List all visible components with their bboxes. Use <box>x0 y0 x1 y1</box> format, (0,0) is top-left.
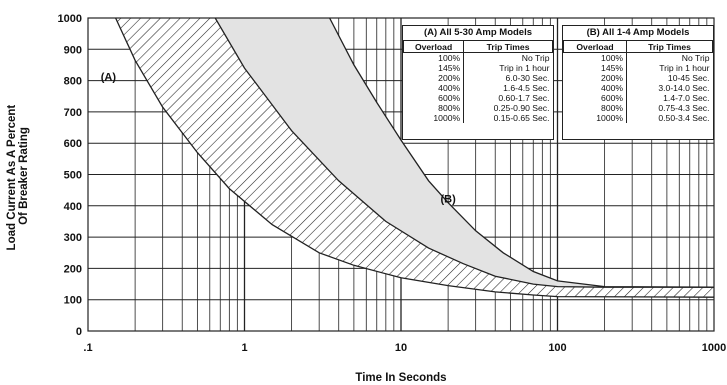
y-tick-label: 300 <box>64 232 82 244</box>
overload-cell: 1000% <box>403 113 465 123</box>
table-row: 600% 1.4-7.0 Sec. <box>563 93 713 103</box>
curve-labels: (A) (B) <box>101 71 456 205</box>
trip-table-b-grid: Overload Trip Times 100% No Trip 145% Trip … <box>562 40 713 123</box>
trip-time-cell: No Trip <box>681 53 710 63</box>
curve-label-b: (B) <box>440 193 456 205</box>
trip-table-b-title: (B) All 1-4 Amp Models <box>586 27 690 38</box>
column-header-trip-times: Trip Times <box>463 40 553 53</box>
overload-cell: 100% <box>563 52 628 63</box>
trip-curves <box>115 18 714 298</box>
trip-time-cell: 1.4-7.0 Sec. <box>663 93 710 103</box>
x-tick-label: 100 <box>548 342 566 354</box>
table-row: 145% Trip in 1 hour <box>403 63 553 73</box>
table-row: 400% 1.6-4.5 Sec. <box>403 83 553 93</box>
trip-time-cell: 1.6-4.5 Sec. <box>503 83 550 93</box>
table-row: 200% 6.0-30 Sec. <box>403 73 553 83</box>
x-tick-label: 10 <box>395 342 407 354</box>
band-a-fast-curve <box>115 18 714 298</box>
y-tick-label: 800 <box>64 76 82 88</box>
y-tick-label: 700 <box>64 107 82 119</box>
trip-table-a: (A) All 5-30 Amp Models Overload Trip Ti… <box>402 25 554 140</box>
table-row: 800% 0.25-0.90 Sec. <box>403 103 553 113</box>
band-a-slow-curve <box>214 18 714 288</box>
y-tick-label: 500 <box>64 170 82 182</box>
band-b-slow-curve <box>329 18 714 288</box>
y-tick-label: 1000 <box>58 13 82 25</box>
y-tick-label: 100 <box>64 295 82 307</box>
column-header-overload: Overload <box>562 40 628 53</box>
overload-cell: 600% <box>403 93 465 103</box>
plot-frame <box>87 17 715 332</box>
table-row: 400% 3.0-14.0 Sec. <box>563 83 713 93</box>
trip-table-b: (B) All 1-4 Amp Models Overload Trip Tim… <box>562 25 714 140</box>
table-row: 100% No Trip <box>563 52 713 63</box>
band-a <box>115 18 714 298</box>
overload-cell: 800% <box>563 103 628 113</box>
overload-cell: 200% <box>563 73 628 83</box>
overload-cell: 145% <box>403 63 465 73</box>
y-tick-label: 900 <box>64 44 82 56</box>
overload-cell: 600% <box>563 93 628 103</box>
y-tick-label: 0 <box>76 326 82 338</box>
band-b <box>215 18 714 288</box>
table-row: 600% 0.60-1.7 Sec. <box>403 93 553 103</box>
table-row: 200% 10-45 Sec. <box>563 73 713 83</box>
y-tick-label: 400 <box>64 201 82 213</box>
trip-table-b-body: 100% No Trip 145% Trip in 1 hour 200% 10-45 S… <box>563 52 713 123</box>
overload-cell: 200% <box>403 73 465 83</box>
y-axis-title-line-2: Of Breaker Rating <box>18 127 30 225</box>
table-row: 145% Trip in 1 hour <box>563 63 713 73</box>
trip-time-cell: No Trip <box>521 53 550 63</box>
trip-time-cell: 10-45 Sec. <box>667 73 710 83</box>
x-tick-label: .1 <box>83 342 92 354</box>
overload-cell: 100% <box>403 52 465 63</box>
trip-bands <box>115 18 714 298</box>
trip-time-cell: 0.60-1.7 Sec. <box>498 93 550 103</box>
x-axis-title: Time In Seconds <box>355 372 446 384</box>
y-axis-title-line-1: Load Current As A Percent <box>6 105 18 251</box>
table-row: 100% No Trip <box>403 52 553 63</box>
overload-cell: 400% <box>403 83 465 93</box>
trip-time-cell: 0.75-4.3 Sec. <box>658 103 710 113</box>
y-tick-label: 200 <box>64 263 82 275</box>
trip-time-cell: 0.15-0.65 Sec. <box>493 113 550 123</box>
overload-cell: 1000% <box>563 113 628 123</box>
y-tick-label: 600 <box>64 138 82 150</box>
column-header-overload: Overload <box>402 40 465 53</box>
x-tick-label: 1 <box>241 342 247 354</box>
trip-time-cell: 0.50-3.4 Sec. <box>658 113 710 123</box>
y-axis-title: Load Current As A Percent Of Breaker Rat… <box>6 102 30 251</box>
column-header-trip-times: Trip Times <box>626 40 713 53</box>
overload-cell: 400% <box>563 83 628 93</box>
trip-table-a-title: (A) All 5-30 Amp Models <box>423 27 533 38</box>
overload-cell: 145% <box>563 63 628 73</box>
trip-table-a-body: 100% No Trip 145% Trip in 1 hour 200% 6.0-30 … <box>403 52 553 123</box>
trip-time-cell: 6.0-30 Sec. <box>505 73 550 83</box>
axis-ticks: 0 100 200 300 400 500 600 700 800 900 1000 .1 1 10 100… <box>58 13 727 354</box>
trip-table-a-grid: Overload Trip Times 100% No Trip 145% Trip … <box>402 40 553 123</box>
trip-time-cell: Trip in 1 hour <box>499 63 550 73</box>
trip-time-cell: 0.25-0.90 Sec. <box>493 103 550 113</box>
table-row: 1000% 0.50-3.4 Sec. <box>563 113 713 123</box>
x-tick-label: 1000 <box>702 342 726 354</box>
overload-cell: 800% <box>403 103 465 113</box>
curve-label-a: (A) <box>101 71 117 83</box>
table-row: 800% 0.75-4.3 Sec. <box>563 103 713 113</box>
trip-time-cell: 3.0-14.0 Sec. <box>658 83 710 93</box>
trip-time-cell: Trip in 1 hour <box>659 63 710 73</box>
table-row: 1000% 0.15-0.65 Sec. <box>403 113 553 123</box>
